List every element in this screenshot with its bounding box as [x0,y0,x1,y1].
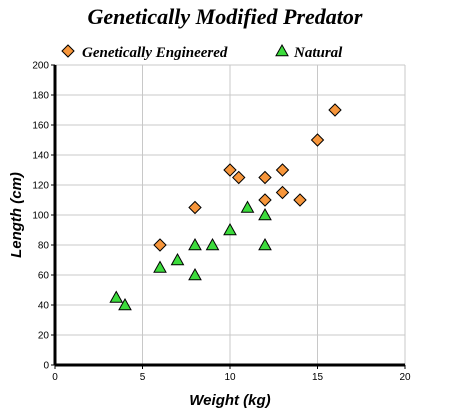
data-point-diamond [232,170,246,185]
data-point-diamond [258,193,272,207]
legend-marker-triangle [275,43,289,57]
data-point-triangle [223,222,237,236]
series-genetically-engineered [153,103,342,252]
chart-title: Genetically Modified Predator [88,4,363,29]
data-point-diamond [258,170,272,185]
data-point-triangle [153,260,167,273]
x-tick-label: 20 [399,372,411,383]
data-point-triangle [205,237,220,251]
legend-item-genetically-engineered: Genetically Engineered [61,44,228,61]
data-point-triangle [188,237,202,251]
data-point-triangle [188,267,202,281]
data-point-diamond [310,133,325,147]
data-point-diamond [188,200,202,215]
legend: Genetically Engineered Natural [61,43,343,61]
data-point-diamond [293,193,307,207]
data-point-diamond [223,163,237,177]
y-tick-label: 200 [32,61,49,72]
legend-item-natural: Natural [275,43,343,61]
data-point-triangle [118,297,132,311]
data-point-triangle [240,200,255,213]
legend-marker-diamond [61,44,75,58]
y-tick-label: 140 [32,151,49,162]
x-axis-title: Weight (kg) [189,392,270,409]
x-tick-label: 10 [224,372,236,383]
y-tick-label: 20 [38,331,50,342]
legend-label-natural: Natural [293,45,343,61]
y-tick-label: 40 [38,301,50,312]
y-tick-label: 100 [32,211,49,222]
y-tick-label: 0 [43,361,49,372]
y-tick-label: 120 [32,181,49,192]
y-tick-label: 180 [32,91,49,102]
x-tick-label: 15 [312,372,324,383]
legend-label-genetically-engineered: Genetically Engineered [82,45,228,61]
data-point-diamond [328,103,342,117]
y-tick-label: 60 [38,271,50,282]
series-natural [109,200,272,311]
data-point-diamond [275,163,290,177]
x-tick-label: 0 [52,372,58,383]
data-point-triangle [170,252,185,266]
x-tick-label: 5 [140,372,146,383]
y-axis-title: Length (cm) [8,172,25,258]
data-point-diamond [275,185,290,200]
y-tick-label: 80 [38,241,50,252]
data-point-triangle [258,207,272,221]
y-tick-label: 160 [32,121,49,132]
data-point-triangle [258,237,272,251]
data-point-diamond [153,238,167,252]
data-point-triangle [109,290,124,303]
